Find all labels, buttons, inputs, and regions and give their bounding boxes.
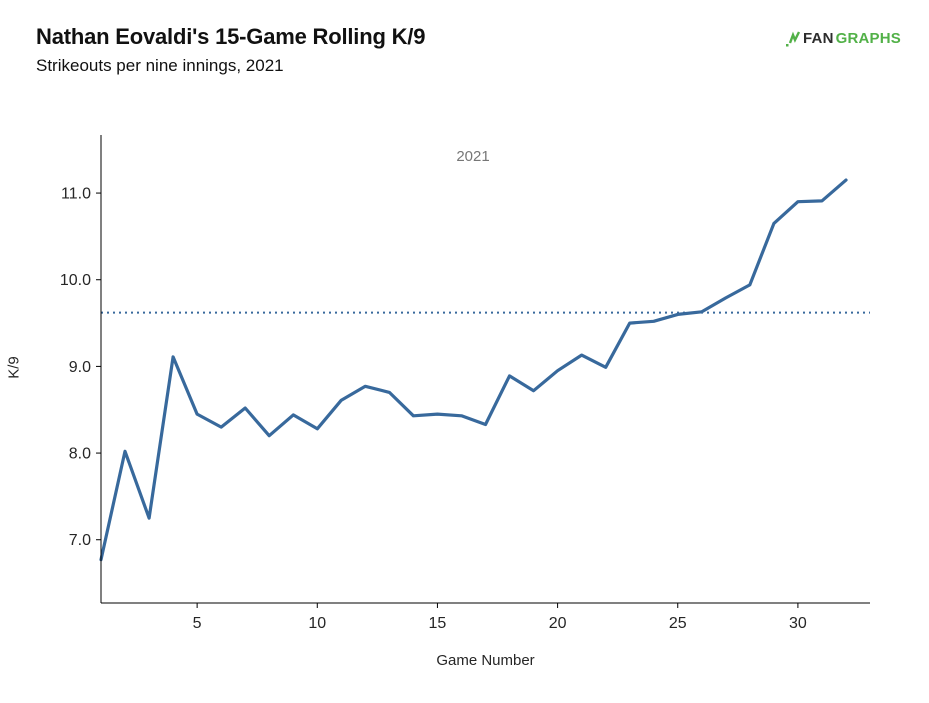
fangraphs-logo-icon: [786, 30, 801, 46]
x-tick-label: 15: [429, 615, 447, 632]
y-tick-label: 10.0: [60, 272, 91, 289]
y-tick-label: 8.0: [69, 446, 91, 463]
data-series-line: [99, 178, 848, 562]
x-tick-label: 20: [549, 615, 567, 632]
y-tick-label: 7.0: [69, 532, 91, 549]
y-tick-label: 11.0: [61, 186, 91, 203]
x-tick-label: 25: [669, 615, 687, 632]
y-axis-title: K/9: [5, 356, 23, 379]
y-tick-label: 9.0: [69, 359, 91, 376]
fangraphs-logo: FAN GRAPHS: [786, 30, 901, 47]
legend-label: 2021: [456, 148, 490, 165]
logo-text-graphs: GRAPHS: [835, 30, 901, 47]
page-title: Nathan Eovaldi's 15-Game Rolling K/9: [36, 24, 426, 49]
x-axis-title: Game Number: [436, 652, 535, 669]
x-tick-label: 5: [193, 615, 202, 632]
x-tick-label: 30: [789, 615, 807, 632]
page-subtitle: Strikeouts per nine innings, 2021: [36, 56, 284, 75]
logo-text-fan: FAN: [803, 30, 834, 47]
x-tick-label: 10: [308, 615, 326, 632]
